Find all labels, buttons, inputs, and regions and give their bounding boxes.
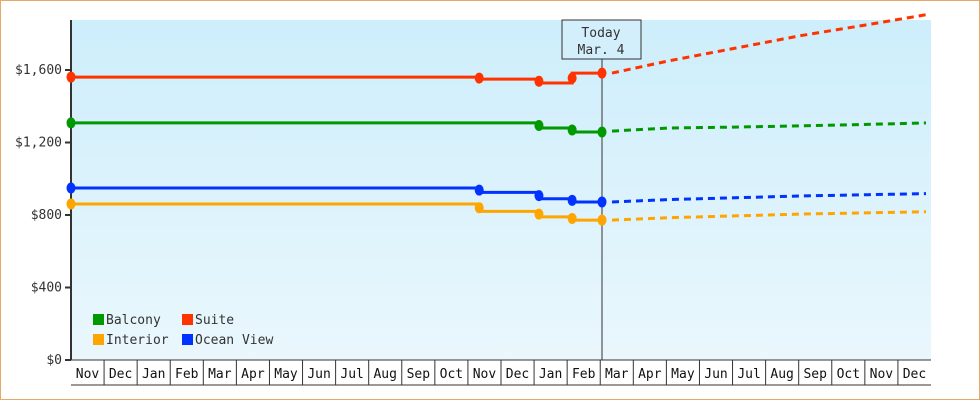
legend-swatch	[93, 314, 104, 325]
data-point[interactable]	[567, 194, 577, 206]
month-label: Aug	[373, 367, 396, 382]
month-label: Jul	[737, 367, 760, 382]
month-label: Jun	[307, 367, 330, 382]
y-tick-label: $1,600	[15, 63, 62, 78]
month-label: Nov	[473, 367, 497, 382]
forecast-line-ocean-view	[611, 192, 927, 204]
month-label: Aug	[770, 367, 793, 382]
month-label: Apr	[241, 367, 265, 382]
data-point[interactable]	[567, 124, 577, 136]
month-label: Sep	[803, 367, 827, 382]
month-label: Jan	[539, 367, 562, 382]
data-point[interactable]	[66, 182, 76, 194]
month-label: Oct	[440, 367, 463, 382]
month-label: Dec	[506, 367, 529, 382]
data-point[interactable]	[567, 72, 577, 84]
today-date: Mar. 4	[578, 43, 625, 58]
series-line-balcony	[71, 121, 602, 134]
month-label: May	[274, 367, 298, 382]
data-point[interactable]	[597, 196, 607, 208]
month-label: Jan	[142, 367, 165, 382]
month-label: Apr	[638, 367, 662, 382]
data-point[interactable]	[534, 208, 544, 220]
today-box	[561, 19, 642, 60]
month-label: Dec	[109, 367, 132, 382]
y-tick-label: $400	[31, 281, 62, 296]
data-point[interactable]	[66, 198, 76, 210]
data-point[interactable]	[597, 67, 607, 79]
data-point[interactable]	[66, 71, 76, 83]
legend-swatch	[93, 334, 104, 345]
month-label: May	[671, 367, 695, 382]
forecast-line-balcony	[611, 121, 927, 133]
plot-area	[71, 20, 931, 360]
forecast-line-interior	[611, 210, 927, 222]
data-point[interactable]	[534, 119, 544, 131]
data-point[interactable]	[597, 126, 607, 138]
data-point[interactable]	[66, 117, 76, 129]
month-label: Nov	[870, 367, 894, 382]
data-point[interactable]	[474, 202, 484, 214]
y-tick-label: $800	[31, 208, 62, 223]
month-label: Mar	[208, 367, 232, 382]
legend-label-suite[interactable]: Suite	[195, 313, 234, 328]
legend-swatch	[182, 334, 193, 345]
month-label: Dec	[903, 367, 926, 382]
legend-label-ocean-view[interactable]: Ocean View	[195, 333, 273, 348]
month-label: Feb	[572, 367, 596, 382]
y-tick-label: $0	[46, 353, 62, 368]
today-label: Today	[581, 26, 620, 41]
month-label: Feb	[175, 367, 199, 382]
data-point[interactable]	[474, 184, 484, 196]
legend-swatch	[182, 314, 193, 325]
month-label: Oct	[837, 367, 860, 382]
data-point[interactable]	[597, 214, 607, 226]
data-point[interactable]	[474, 72, 484, 84]
data-point[interactable]	[534, 75, 544, 87]
month-label: Nov	[76, 367, 100, 382]
month-label: Jul	[340, 367, 363, 382]
month-label: Mar	[605, 367, 629, 382]
forecast-line-suite	[611, 13, 927, 75]
month-label: Jun	[704, 367, 727, 382]
data-point[interactable]	[534, 190, 544, 202]
month-label: Sep	[407, 367, 431, 382]
legend-label-interior[interactable]: Interior	[106, 333, 169, 348]
y-tick-label: $1,200	[15, 136, 62, 151]
data-point[interactable]	[567, 212, 577, 224]
legend-label-balcony[interactable]: Balcony	[106, 313, 161, 328]
